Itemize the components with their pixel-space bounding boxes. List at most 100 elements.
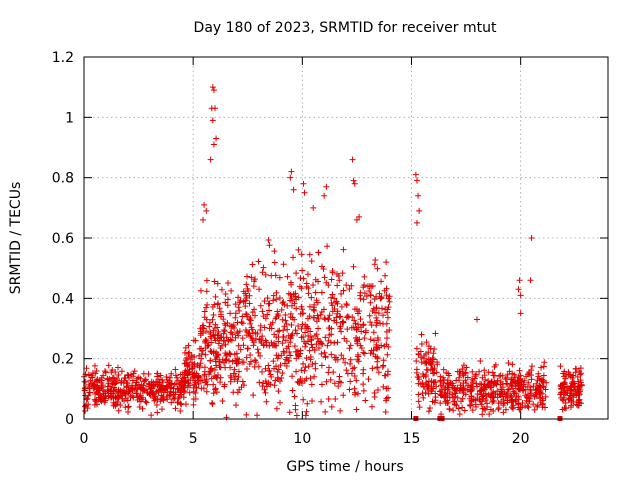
y-tick-label: 0 — [65, 412, 74, 428]
data-point — [306, 347, 313, 354]
data-point — [361, 335, 368, 342]
data-point — [450, 407, 457, 414]
data-point — [259, 308, 266, 315]
peak-point — [474, 316, 480, 323]
data-point — [568, 390, 575, 397]
data-point — [503, 374, 510, 381]
data-point — [534, 403, 541, 410]
data-point — [277, 362, 284, 369]
data-point — [351, 317, 358, 324]
data-point — [308, 397, 315, 404]
peak-point — [199, 216, 206, 223]
data-point — [451, 398, 458, 405]
data-point — [331, 339, 338, 346]
data-point — [178, 391, 185, 398]
data-point — [276, 274, 283, 281]
data-point — [217, 311, 224, 318]
grid — [84, 57, 608, 419]
data-point — [243, 281, 250, 288]
data-point — [210, 350, 217, 357]
data-point — [201, 364, 208, 371]
data-point — [371, 337, 378, 344]
data-point — [274, 328, 281, 335]
data-point — [224, 280, 231, 287]
data-point — [368, 322, 375, 329]
data-point — [252, 335, 259, 342]
data-point — [494, 377, 501, 384]
data-point — [189, 361, 196, 368]
data-point — [487, 393, 494, 400]
data-point — [420, 394, 427, 401]
peak-point — [213, 135, 220, 142]
data-point — [308, 258, 315, 265]
data-point — [352, 391, 359, 398]
data-point — [413, 357, 420, 364]
data-point — [284, 273, 291, 280]
data-point — [295, 246, 302, 253]
data-point — [102, 369, 109, 376]
data-point — [236, 356, 243, 363]
data-point — [516, 385, 523, 392]
data-point — [455, 405, 462, 412]
data-point — [160, 389, 167, 396]
data-point — [234, 378, 241, 385]
data-point — [209, 401, 216, 408]
data-point — [577, 371, 584, 378]
peak-point — [212, 105, 218, 112]
data-point — [413, 345, 420, 352]
data-point — [203, 378, 210, 385]
data-point — [349, 365, 356, 372]
data-point — [114, 398, 121, 405]
data-point — [220, 316, 227, 323]
data-point — [297, 275, 304, 282]
data-point — [318, 263, 325, 270]
data-point — [209, 316, 216, 323]
data-point — [377, 320, 384, 327]
data-point — [338, 328, 345, 335]
data-point — [566, 385, 573, 392]
data-point — [271, 259, 278, 266]
data-point — [197, 287, 204, 294]
data-point — [275, 312, 282, 319]
data-point — [136, 404, 143, 411]
data-point — [540, 363, 547, 370]
data-point — [340, 355, 347, 362]
y-axis-label: SRMTID / TECUs — [8, 182, 24, 295]
data-point — [115, 388, 122, 395]
data-point — [343, 367, 350, 374]
data-point — [432, 390, 439, 397]
data-point — [197, 377, 204, 384]
data-point — [102, 395, 109, 402]
data-point — [381, 372, 388, 379]
data-point — [193, 370, 200, 377]
data-point — [310, 314, 317, 321]
data-point — [191, 360, 198, 367]
data-point — [415, 380, 422, 387]
data-point — [98, 393, 105, 400]
data-point — [496, 373, 503, 380]
data-point — [212, 293, 219, 300]
data-point — [425, 378, 432, 385]
data-point — [291, 393, 298, 400]
data-point — [218, 286, 225, 293]
data-point — [282, 311, 289, 318]
data-point — [434, 359, 441, 366]
data-point — [231, 370, 238, 377]
data-point — [307, 337, 314, 344]
data-point — [166, 392, 173, 399]
data-point — [203, 277, 210, 284]
data-point — [298, 251, 305, 258]
data-point — [254, 412, 261, 419]
data-point — [423, 339, 430, 346]
data-point — [278, 306, 285, 313]
data-point — [228, 337, 235, 344]
data-point — [293, 296, 300, 303]
data-point — [481, 367, 488, 374]
data-point — [338, 352, 345, 359]
data-point — [457, 371, 464, 378]
data-point — [429, 366, 436, 373]
data-point — [540, 383, 547, 390]
y-tick-label: 0.4 — [52, 291, 74, 307]
data-point — [295, 323, 302, 330]
data-point — [570, 399, 577, 406]
